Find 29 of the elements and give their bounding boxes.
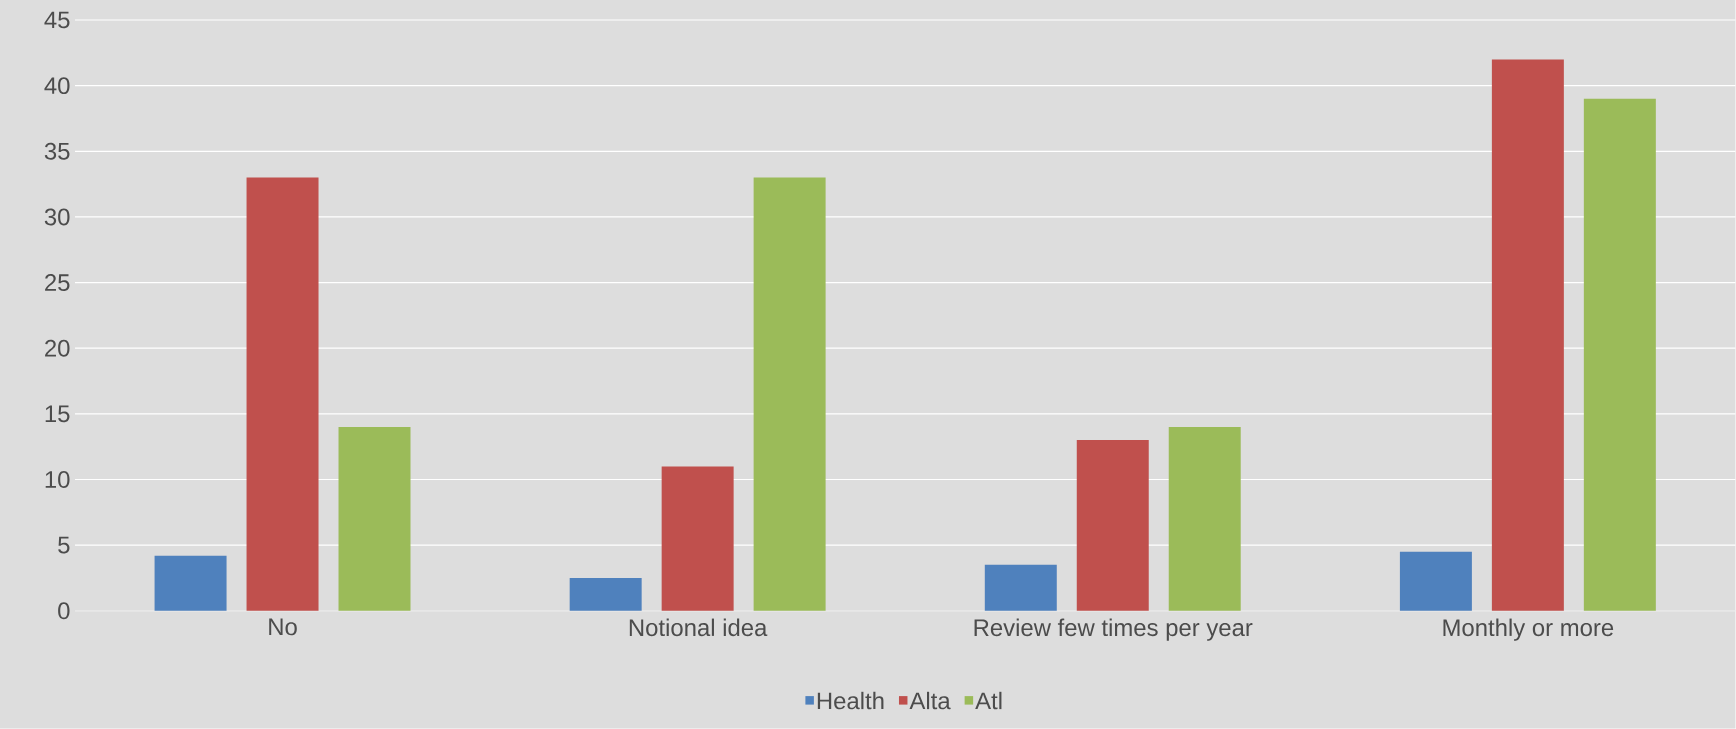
bar: [753, 177, 826, 611]
y-tick-label: 35: [44, 142, 70, 160]
legend-label: Atl: [975, 691, 1002, 710]
x-tick-label: Review few times per year: [974, 618, 1253, 641]
x-tick-label: Monthly or more: [1443, 618, 1614, 641]
bar: [984, 564, 1057, 611]
bar: [569, 578, 642, 611]
bar: [1583, 98, 1656, 611]
legend-label: Alta: [909, 691, 951, 710]
bar: [154, 555, 227, 611]
y-tick-label: 25: [45, 274, 70, 292]
y-tick-label: 0: [58, 602, 70, 620]
y-tick-label: 20: [45, 339, 70, 357]
x-tick-label: Notional idea: [629, 618, 768, 637]
x-tick-label: No: [269, 618, 297, 636]
bar: [338, 427, 411, 611]
legend-label: Health: [817, 691, 884, 710]
y-tick-label: 5: [58, 536, 70, 554]
bar: [246, 177, 319, 611]
y-tick-label: 30: [44, 208, 70, 226]
bar: [661, 466, 734, 611]
y-tick-label: 10: [45, 471, 70, 489]
bar: [1399, 551, 1472, 611]
y-tick-label: 15: [45, 405, 70, 423]
bar: [1491, 59, 1564, 611]
y-tick-label: 40: [44, 77, 70, 95]
bar: [1076, 440, 1149, 611]
y-tick-label: 45: [44, 11, 70, 29]
bar: [1168, 427, 1241, 611]
